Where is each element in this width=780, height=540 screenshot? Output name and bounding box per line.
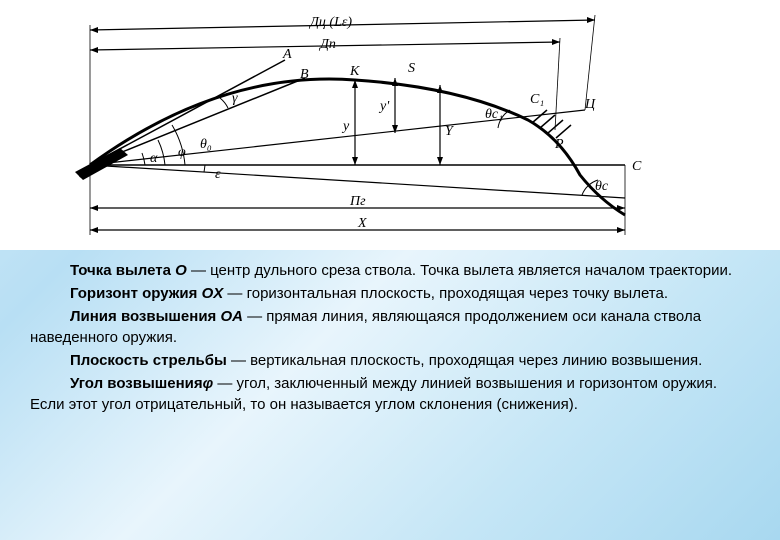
term-5: Угол возвышения [70,375,203,392]
dim-bottom2: X [357,216,367,231]
label-S: S [408,61,415,76]
label-B: B [300,67,309,82]
label-y-prime: y' [378,99,390,114]
label-gamma: γ [232,91,238,106]
label-y: y [341,119,350,134]
term-2: Горизонт оружия [70,285,202,302]
label-C1: C₁ [530,92,544,107]
label-Ts: Ц [584,97,596,112]
term-3-sym: OA [220,308,243,325]
label-theta-c: θc [595,179,609,194]
term-3: Линия возвышения [70,308,220,325]
label-theta-c1: θc₁ [485,107,503,122]
term-1-sym: O [175,262,187,279]
para-4: Плоскость стрельбы — вертикальная плоско… [30,350,750,371]
label-alpha: α [150,151,158,166]
label-epsilon: ε [215,167,221,182]
dim-top2: Дп [318,37,336,52]
para-3: Линия возвышения OA — прямая линия, явля… [30,306,750,348]
label-C: C [632,159,642,174]
label-phi: φ [178,145,186,160]
definitions-text: Точка вылета O — центр дульного среза ст… [30,260,750,417]
label-K: K [349,64,360,79]
trajectory-diagram: O A B K S C₁ Ц P C α φ θ₀ ε γ θc₁ θc y y… [0,0,780,250]
def-1: — центр дульного среза ствола. Точка выл… [187,262,732,279]
label-P: P [554,137,564,152]
term-4: Плоскость стрельбы [70,352,227,369]
label-A: A [282,47,292,62]
def-4: — вертикальная плоскость, проходящая чер… [227,352,702,369]
dim-top1: Дц (Lε) [308,15,352,30]
label-theta0: θ₀ [200,137,212,152]
label-O: O [78,167,88,182]
dim-bottom1: Пг [349,194,366,209]
def-2: — горизонтальная плоскость, проходящая ч… [223,285,668,302]
term-1: Точка вылета [70,262,175,279]
para-2: Горизонт оружия OX — горизонтальная плос… [30,283,750,304]
para-1: Точка вылета O — центр дульного среза ст… [30,260,750,281]
label-Y-big: Y [445,124,455,139]
para-5: Угол возвышенияφ — угол, заключенный меж… [30,373,750,415]
term-5-sym: φ [203,375,214,392]
term-2-sym: OX [202,285,224,302]
